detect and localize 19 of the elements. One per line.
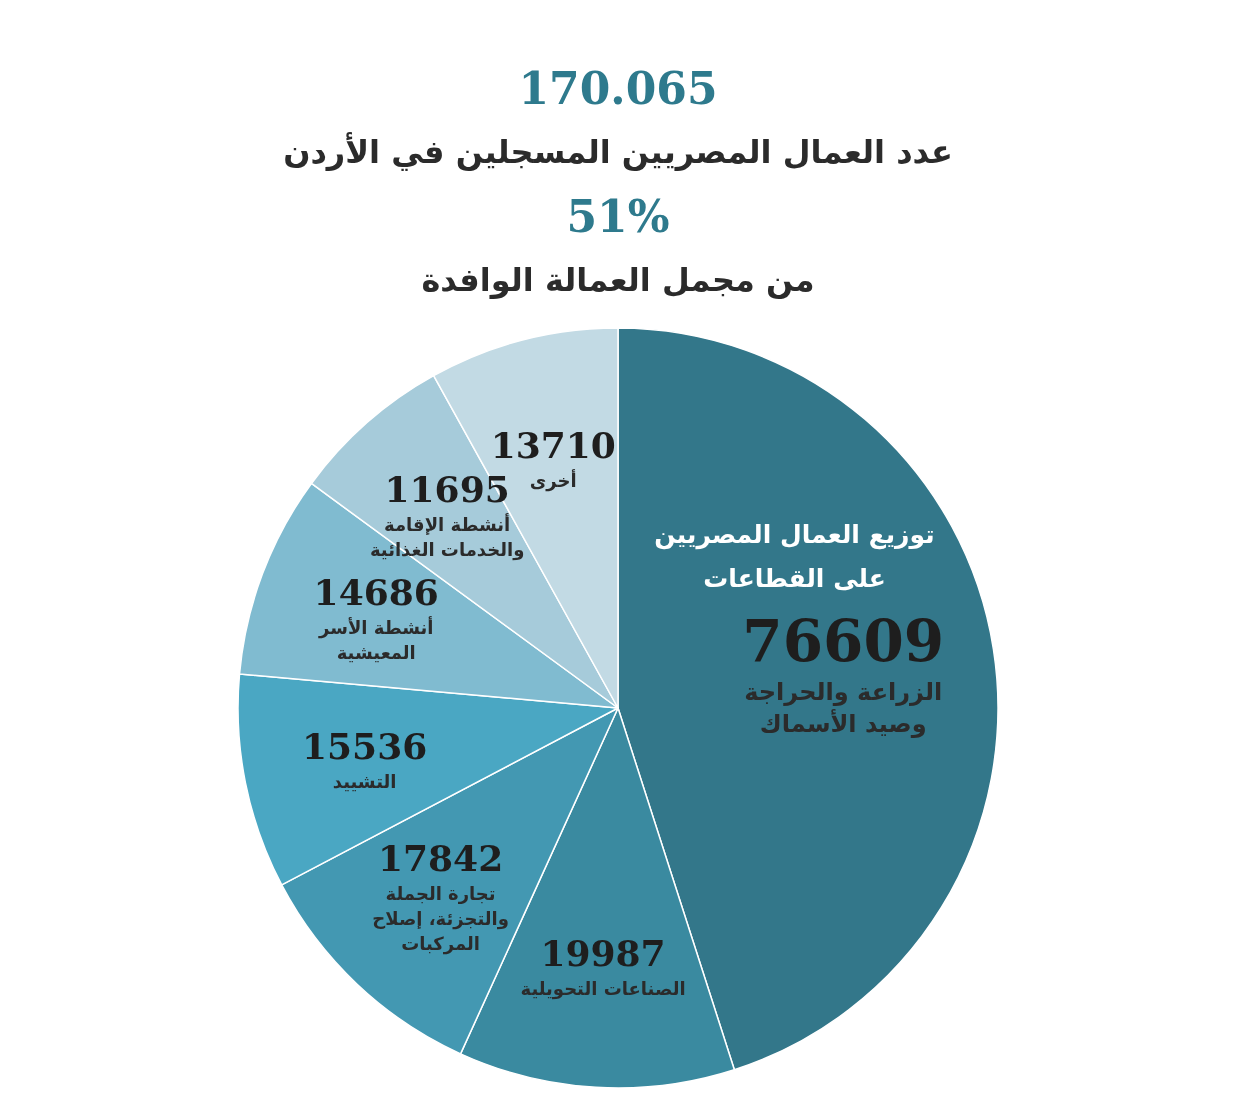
text: 170.065 <box>518 62 718 114</box>
slice-label: أنشطة الأسر المعيشية <box>318 615 434 663</box>
data-label: 11695 <box>384 468 510 511</box>
data-label: 19987 <box>540 932 666 975</box>
data-label: 15536 <box>301 725 428 768</box>
slice-label: تجارة الجملة والتجزئة، إصلاح المركبات <box>372 883 509 956</box>
text: عدد العمال المصريين المسجلين في الأردن <box>283 132 953 171</box>
slice-label: الصناعات التحويلية <box>520 978 686 1001</box>
data-label: 14686 <box>313 570 439 613</box>
text: توزيع العمال المصريين على القطاعات <box>654 519 935 593</box>
data-label: 13710 <box>490 424 616 467</box>
text: 51% <box>566 190 670 242</box>
data-label: 17842 <box>377 837 504 880</box>
slice-label: التشييد <box>332 771 397 793</box>
slice-label: أنشطة الإقامة والخدمات الغذائية <box>369 513 525 562</box>
data-label: 76609 <box>742 606 945 675</box>
slice-label: الزراعة والحراجة وصيد الأسماك <box>744 677 943 738</box>
text: من مجمل العمالة الوافدة <box>421 261 815 299</box>
slice-label: أخرى <box>529 469 577 493</box>
